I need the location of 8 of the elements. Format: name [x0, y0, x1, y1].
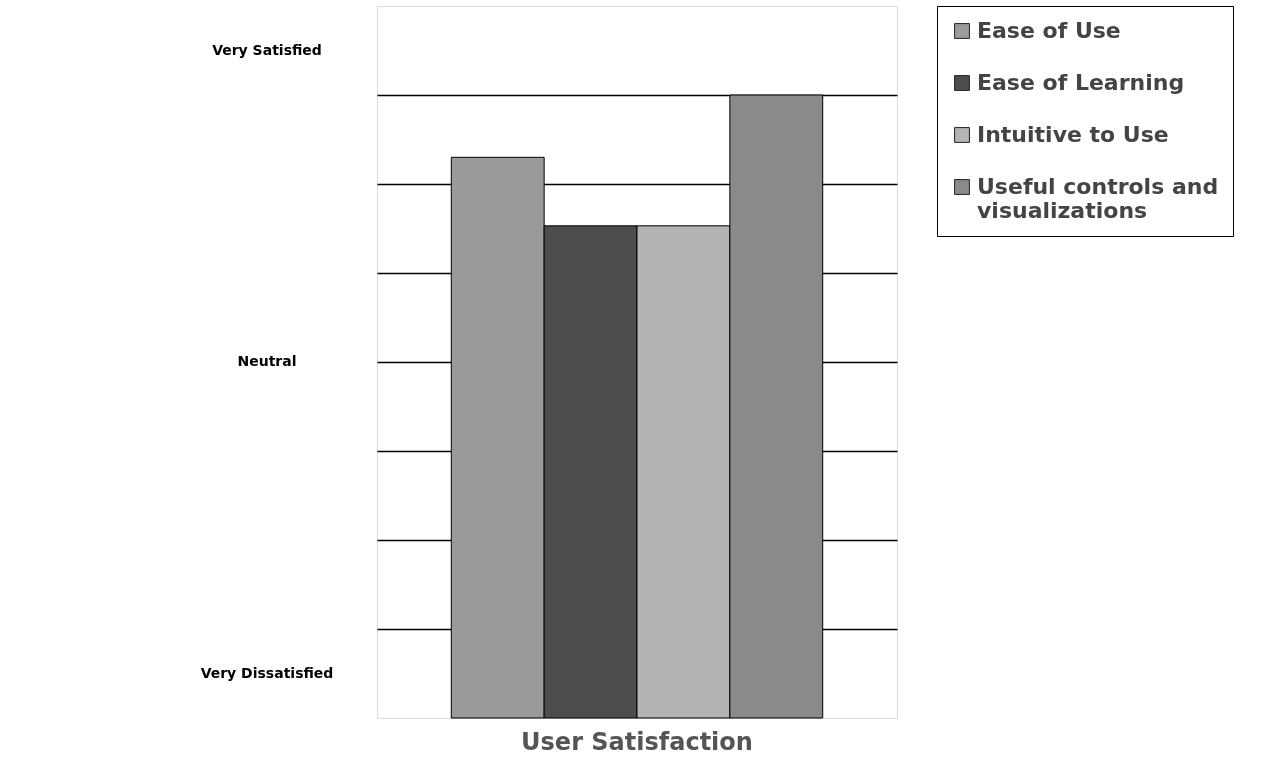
text: User Satisfaction	[521, 727, 753, 756]
text: Neutral	[237, 353, 297, 369]
legend-label: Useful controls and visualizations	[977, 174, 1219, 223]
text: Very Dissatisfied	[200, 664, 334, 681]
legend-label: Ease of Learning	[977, 70, 1185, 95]
text: Very Satisfied	[212, 41, 322, 58]
legend-label: Ease of Use	[977, 18, 1121, 43]
legend-label: Intuitive to Use	[977, 122, 1169, 147]
